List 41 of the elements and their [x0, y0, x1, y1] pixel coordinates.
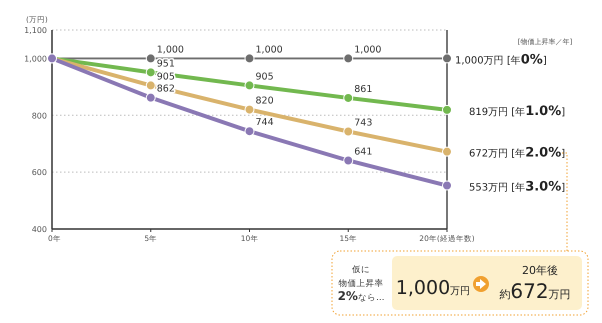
point — [343, 126, 354, 136]
point — [146, 92, 156, 103]
y-tick-label: 1,100 — [24, 26, 47, 35]
point — [442, 53, 452, 64]
data-label: 905 — [256, 71, 274, 82]
data-label: 951 — [156, 58, 175, 70]
series-label: 553万円 [年3.0%] — [469, 180, 566, 195]
point — [244, 53, 254, 64]
point — [244, 104, 254, 115]
text: 物価上昇率 — [338, 278, 384, 289]
data-label: 820 — [256, 96, 274, 107]
text: 1,000万円 — [396, 277, 470, 299]
data-label: 743 — [354, 117, 372, 128]
y-tick-label: 400 — [32, 225, 47, 234]
data-label: 1,000 — [354, 44, 382, 56]
point — [146, 53, 156, 64]
data-label: 861 — [354, 84, 372, 95]
point — [442, 146, 452, 157]
series-label: 819万円 [年1.0%] — [469, 104, 566, 119]
text: 約672万円 — [499, 279, 571, 303]
series-label: 672万円 [年2.0%] — [469, 146, 566, 161]
text: 20年後 — [522, 264, 558, 277]
data-label: 1,000 — [256, 44, 283, 56]
data-label: 641 — [354, 146, 372, 158]
point — [343, 92, 354, 103]
point — [146, 67, 156, 78]
point — [146, 80, 156, 90]
text: 仮に — [352, 264, 370, 275]
text: 2%なら… — [338, 289, 384, 303]
point — [244, 126, 254, 136]
series-label: 1,000万円 [年0%] — [455, 52, 547, 68]
point — [343, 53, 354, 64]
y-tick-label: 1,000 — [24, 54, 47, 64]
point — [442, 180, 452, 191]
point — [442, 104, 452, 115]
data-label: 1,000 — [156, 44, 184, 56]
point — [244, 80, 254, 90]
point — [343, 155, 354, 166]
y-tick-label: 800 — [32, 111, 47, 120]
data-label: 744 — [256, 117, 274, 128]
y-tick-label: 600 — [32, 168, 47, 178]
